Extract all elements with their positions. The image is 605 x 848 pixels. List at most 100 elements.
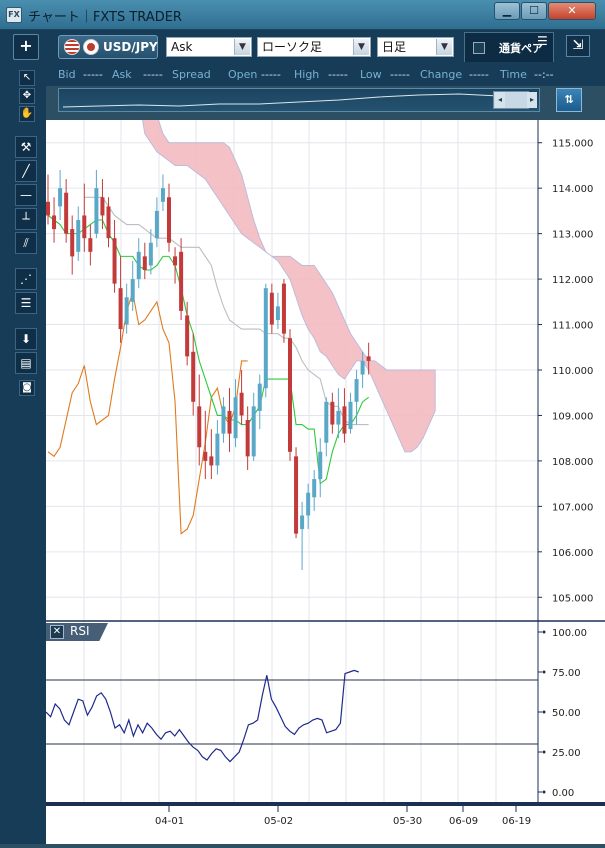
high-value: -----	[328, 68, 348, 81]
candle-up	[94, 188, 99, 234]
rsi-tick-label: 75.00	[552, 668, 581, 679]
maximize-button[interactable]: ☐	[521, 2, 547, 20]
candle-up	[257, 383, 262, 411]
price-tick-label: 109.000	[552, 411, 593, 422]
chart-navigator[interactable]: ◂ ▸	[58, 88, 540, 112]
date-tick-label: 05-30	[393, 816, 422, 827]
candle-up	[318, 451, 323, 480]
candle-down	[46, 201, 50, 216]
change-value: -----	[469, 68, 489, 81]
price-type-value: Ask	[171, 40, 193, 54]
candle-down	[330, 401, 335, 425]
vertical-line-icon[interactable]: ┴	[15, 208, 37, 230]
period-value: 日足	[382, 40, 407, 54]
time-value: --:--	[534, 68, 554, 81]
navigator-left-arrow-icon[interactable]: ◂	[495, 92, 505, 108]
rsi-tick-dot	[542, 790, 546, 794]
rsi-line	[45, 669, 359, 763]
rsi-close-icon[interactable]: ✕	[50, 625, 64, 639]
navigator-preview-line	[62, 93, 530, 108]
us-flag-icon	[64, 39, 80, 55]
candle-down	[191, 351, 196, 402]
candle-down	[70, 229, 75, 257]
drawing-tool-strip: ↖ ✥ ✋ ⚒ ╱ — ┴ ⫽ ⋰ ☰ ⬇ ▤ ◙	[0, 64, 46, 844]
candle-down	[88, 238, 93, 252]
navigator-right-arrow-icon[interactable]: ▸	[527, 92, 537, 108]
detach-window-button[interactable]: ⇲	[566, 35, 590, 57]
quote-bar: Bid ----- Ask ----- Spread Open ----- Hi…	[46, 64, 605, 86]
candle-down	[52, 215, 57, 230]
currency-pair-selector[interactable]: USD/JPY	[58, 35, 158, 59]
candle-down	[64, 192, 69, 234]
cursor-icon[interactable]: ↖	[19, 70, 35, 86]
window-title: チャート｜FXTS TRADER	[28, 10, 182, 25]
chart-area[interactable]: 115.000 114.000 113.000 112.000 111.000 110.0…	[45, 0, 605, 844]
camera-icon[interactable]: ◙	[19, 380, 35, 396]
rsi-panel-label: RSI	[70, 624, 90, 638]
hand-icon[interactable]: ✋	[19, 106, 35, 122]
candle-down	[179, 251, 184, 311]
ask-label: Ask	[112, 68, 132, 81]
zoom-toggle-button[interactable]: ⇅	[556, 88, 582, 112]
jp-flag-icon	[83, 39, 99, 55]
conversion-line	[47, 215, 369, 485]
candle-up	[154, 210, 159, 239]
minimize-button[interactable]: ▁	[494, 2, 520, 20]
compare-pair-tab[interactable]: 通貨ペア	[464, 32, 554, 62]
date-axis-bar	[46, 802, 605, 806]
candle-up	[124, 297, 129, 325]
fibonacci-retracement-icon[interactable]: ☰	[15, 292, 37, 314]
candle-down	[112, 238, 117, 284]
low-value: -----	[390, 68, 410, 81]
window-title-bar: FX チャート｜FXTS TRADER ▁ ☐ ✕	[0, 0, 605, 30]
chevron-down-icon: ▼	[353, 39, 369, 55]
period-select[interactable]: 日足 ▼	[377, 37, 454, 57]
price-tick-label: 115.000	[552, 139, 593, 150]
chevron-down-icon: ▼	[234, 39, 250, 55]
candle-down	[203, 451, 208, 461]
candle-up	[130, 279, 135, 302]
download-icon[interactable]: ⬇	[15, 328, 37, 350]
menu-icon[interactable]: ☰	[537, 34, 548, 48]
fibonacci-fan-icon[interactable]: ⋰	[15, 268, 37, 290]
candle-up	[215, 433, 220, 466]
horizontal-line-icon[interactable]: —	[15, 184, 37, 206]
list-icon[interactable]: ▤	[15, 352, 37, 374]
candle-up	[263, 288, 268, 389]
hammer-icon[interactable]: ⚒	[15, 136, 37, 158]
rsi-tick-label: 0.00	[552, 788, 574, 799]
time-label: Time	[500, 68, 527, 81]
compare-checkbox[interactable]	[473, 42, 485, 54]
crosshair-cursor-icon[interactable]: ✥	[19, 88, 35, 104]
price-type-select[interactable]: Ask ▼	[166, 37, 252, 57]
compare-pair-label: 通貨ペア	[499, 42, 543, 55]
chart-type-select[interactable]: ローソク足 ▼	[257, 37, 371, 57]
candle-down	[106, 206, 111, 239]
candle-down	[342, 406, 347, 434]
trendline-icon[interactable]: ╱	[15, 160, 37, 182]
price-tick-label: 111.000	[552, 321, 593, 332]
candle-up	[312, 479, 317, 498]
price-tick-label: 107.000	[552, 502, 593, 513]
parallel-lines-icon[interactable]: ⫽	[15, 232, 37, 254]
rsi-tick-label: 50.00	[552, 708, 581, 719]
add-chart-button[interactable]: +	[13, 34, 39, 60]
rsi-tick-label: 25.00	[552, 748, 581, 759]
candle-down	[142, 256, 147, 270]
candle-down	[82, 215, 87, 239]
price-tick-label: 106.000	[552, 548, 593, 559]
close-button[interactable]: ✕	[548, 2, 596, 20]
spread-label: Spread	[172, 68, 211, 81]
rsi-tick-label: 100.00	[552, 628, 587, 639]
candle-up	[336, 410, 341, 425]
price-chart[interactable]: 115.000 114.000 113.000 112.000 111.000 110.0…	[45, 0, 605, 844]
candle-up	[233, 397, 238, 439]
candle-up	[160, 188, 165, 202]
candle-up	[354, 379, 359, 402]
ichimoku-cloud	[122, 0, 436, 453]
bid-value: -----	[83, 68, 103, 81]
base-line	[84, 196, 369, 426]
candle-down	[197, 406, 202, 448]
candle-down	[185, 315, 190, 357]
app-icon: FX	[6, 7, 22, 23]
